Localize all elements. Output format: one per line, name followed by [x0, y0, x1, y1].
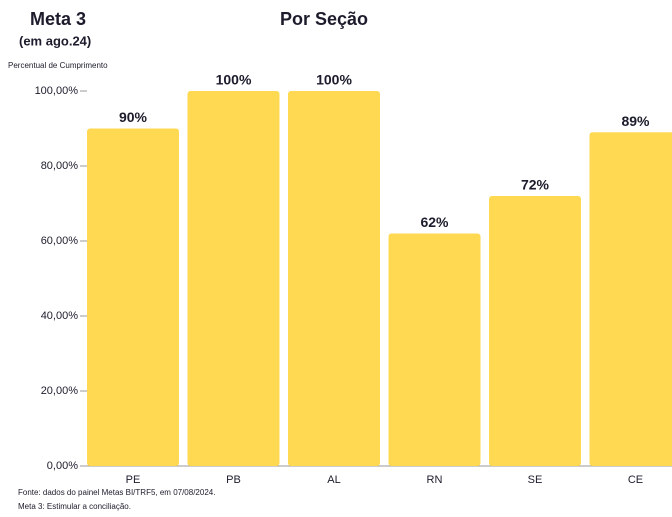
- y-tick-label: 0,00%: [47, 460, 78, 472]
- data-label: 90%: [119, 109, 148, 125]
- data-label: 89%: [621, 113, 650, 129]
- footnote: Fonte: dados do painel Metas BI/TRF5, em…: [18, 488, 215, 497]
- bar: [388, 233, 481, 466]
- x-tick-label: SE: [528, 474, 543, 486]
- y-tick-label: 80,00%: [41, 160, 79, 172]
- bar: [87, 128, 179, 466]
- bar: [489, 196, 581, 466]
- x-tick-label: CE: [628, 474, 643, 486]
- chart-title: Por Seção: [280, 9, 368, 29]
- bar: [187, 91, 280, 466]
- data-label: 62%: [420, 214, 449, 230]
- y-axis-label: Percentual de Cumprimento: [8, 61, 108, 70]
- data-label: 100%: [216, 72, 252, 88]
- footnote: Meta 3: Estimular a conciliação.: [18, 502, 131, 511]
- chart-subheading: (em ago.24): [19, 33, 91, 48]
- x-tick-label: PB: [226, 474, 241, 486]
- x-tick-label: AL: [327, 474, 340, 486]
- bar: [589, 132, 672, 466]
- x-tick-label: PE: [126, 474, 141, 486]
- chart-heading: Meta 3: [30, 9, 86, 29]
- data-label: 72%: [521, 177, 550, 193]
- x-tick-label: RN: [427, 474, 443, 486]
- y-tick-label: 100,00%: [35, 85, 79, 97]
- y-tick-label: 40,00%: [41, 310, 79, 322]
- data-label: 100%: [316, 72, 352, 88]
- y-tick-label: 60,00%: [41, 235, 79, 247]
- bar: [288, 91, 380, 466]
- y-tick-label: 20,00%: [41, 385, 79, 397]
